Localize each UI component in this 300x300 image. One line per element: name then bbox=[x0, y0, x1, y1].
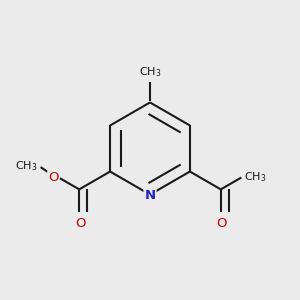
Text: CH$_3$: CH$_3$ bbox=[139, 65, 161, 79]
Text: CH$_3$: CH$_3$ bbox=[15, 160, 38, 173]
Text: CH$_3$: CH$_3$ bbox=[244, 170, 267, 184]
Text: N: N bbox=[144, 189, 156, 202]
Text: O: O bbox=[217, 217, 227, 230]
Text: O: O bbox=[75, 217, 86, 230]
Text: O: O bbox=[48, 171, 58, 184]
